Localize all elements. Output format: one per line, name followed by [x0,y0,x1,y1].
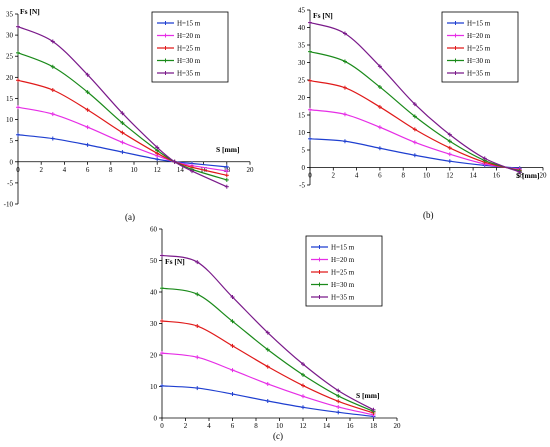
legend-label: H=25 m [331,269,355,277]
x-tick-label: 12 [154,166,162,174]
x-tick-label: 14 [470,172,478,180]
x-axis-label: S [mm] [216,145,240,154]
legend-label: H=15 m [177,20,201,28]
x-tick-label: 4 [207,422,211,430]
x-tick-label: 14 [323,422,331,430]
legend-label: H=15 m [331,244,355,252]
y-tick-label: 5 [302,147,306,155]
legend: H=15 m H=20 m H=25 m H=30 m H=35 m [305,235,383,307]
x-tick-label: 10 [423,172,431,180]
y-tick-label: 50 [150,257,158,265]
x-tick-label: 2 [332,172,336,180]
panel-label: (a) [125,212,135,222]
x-tick-label: 4 [355,172,359,180]
legend-label: H=35 m [467,70,491,78]
chart-panel-1: -10-50510152025303502468101214161820Fs [… [4,7,254,222]
series-line-2 [17,106,227,172]
y-tick-label: 40 [150,289,158,297]
x-tick-label: 18 [516,172,524,180]
y-tick-label: 20 [150,352,158,360]
y-tick-label: 30 [6,32,14,40]
y-tick-label: 35 [6,11,14,19]
y-tick-label: 20 [6,74,14,82]
x-tick-label: 0 [308,172,312,180]
panel-label: (b) [423,210,434,220]
x-tick-label: 8 [254,422,258,430]
series-line-4 [17,52,227,181]
y-tick-label: 10 [6,116,14,124]
x-tick-label: 8 [109,166,113,174]
x-tick-label: 12 [446,172,454,180]
x-tick-label: 14 [177,166,185,174]
legend-label: H=15 m [467,20,491,28]
x-tick-label: 20 [394,422,402,430]
legend: H=15 m H=20 m H=25 m H=30 m H=35 m [151,11,229,83]
legend-label: H=25 m [467,45,491,53]
x-tick-label: 2 [39,166,43,174]
series-line-5 [17,26,228,188]
y-tick-label: 15 [298,112,306,120]
y-tick-label: 20 [298,94,306,102]
x-tick-label: 10 [276,422,284,430]
y-tick-label: 30 [150,320,158,328]
y-tick-label: 0 [302,164,306,172]
y-tick-label: -5 [7,179,13,187]
legend-label: H=20 m [331,256,355,264]
x-tick-label: 20 [540,172,548,180]
y-tick-label: 45 [298,7,306,15]
y-tick-label: 25 [6,53,14,61]
y-axis-label: Fs [N] [20,7,40,16]
y-tick-label: 10 [150,383,158,391]
x-axis-label: S [mm] [356,391,380,400]
legend-label: H=20 m [177,32,201,40]
x-tick-label: 8 [401,172,405,180]
x-tick-label: 2 [184,422,188,430]
legend-label: H=30 m [467,57,491,65]
legend-label: H=25 m [177,45,201,53]
x-tick-label: 16 [493,172,501,180]
y-tick-label: 0 [10,158,14,166]
series-line-1 [17,134,227,168]
chart-panel-3: 0 10 20 30 40 50 60 0 2 4 6 8 10 12 14 16 18 20 Fs [N] S [m… [150,226,401,442]
legend: H=15 m H=20 m H=25 m H=30 m H=35 m [441,11,519,83]
panel-label: (c) [273,431,283,441]
y-tick-label: 40 [298,24,306,32]
x-tick-label: 10 [131,166,139,174]
legend-box [151,11,229,83]
x-tick-label: 20 [247,166,255,174]
y-tick-label: 10 [298,129,306,137]
x-tick-label: 16 [347,422,355,430]
x-tick-label: 6 [86,166,90,174]
legend-label: H=30 m [331,281,355,289]
x-tick-label: 6 [231,422,235,430]
y-tick-label: 5 [10,137,14,145]
series-line-3 [17,79,227,176]
y-tick-label: 30 [298,59,306,67]
legend-box [441,11,519,83]
legend-box [305,235,383,307]
x-tick-label: 0 [16,166,20,174]
legend-label: H=35 m [177,70,201,78]
legend-label: H=20 m [467,32,491,40]
y-tick-label: -10 [4,201,14,209]
x-axis-label: S [mm] [516,171,540,180]
y-tick-label: 35 [298,42,306,50]
y-tick-label: -5 [299,182,305,190]
y-axis-label: Fs [N] [165,257,185,266]
y-axis-label: Fs [N] [313,11,333,20]
y-tick-label: 25 [298,77,306,85]
y-tick-label: 60 [150,226,158,234]
legend-label: H=35 m [331,294,355,302]
x-tick-label: 4 [63,166,67,174]
x-tick-label: 6 [378,172,382,180]
x-tick-label: 0 [160,422,164,430]
legend-label: H=30 m [177,57,201,65]
x-tick-label: 12 [300,422,308,430]
y-tick-label: 15 [6,95,14,103]
x-tick-label: 18 [370,422,378,430]
y-tick-label: 0 [154,415,158,423]
